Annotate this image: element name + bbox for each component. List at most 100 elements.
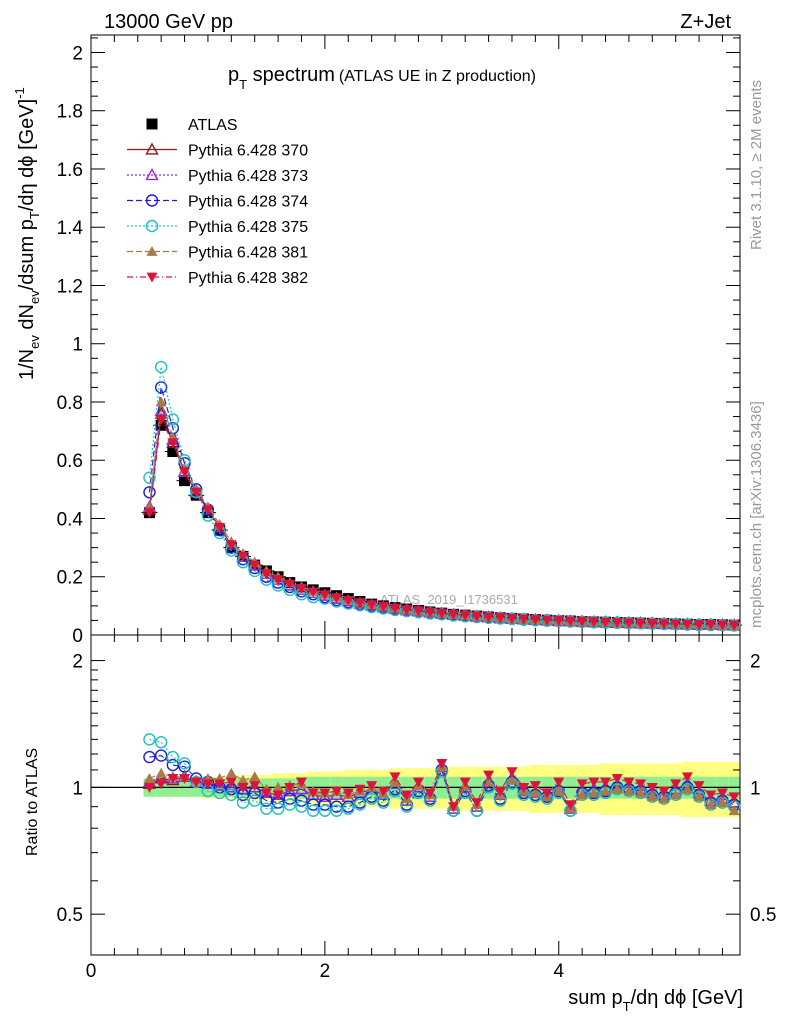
data-point bbox=[167, 446, 179, 458]
x-tick-label: 4 bbox=[553, 961, 564, 982]
ratio-point bbox=[588, 787, 600, 798]
legend-entry-p374: Pythia 6.428 374 bbox=[127, 194, 308, 211]
legend-entry-p381: Pythia 6.428 381 bbox=[127, 245, 308, 262]
legend-label: Pythia 6.428 382 bbox=[188, 270, 308, 287]
legend-label: Pythia 6.428 373 bbox=[188, 168, 308, 185]
data-point bbox=[471, 611, 483, 622]
legend-entry-p373: Pythia 6.428 373 bbox=[127, 168, 308, 185]
y-tick-label: 0.6 bbox=[57, 451, 83, 472]
ratio-point bbox=[670, 779, 682, 790]
data-point bbox=[295, 583, 307, 594]
data-point bbox=[342, 595, 354, 606]
ratio-axis-ticks: 0.5 0.5 1 1 2 2 0 2 4 bbox=[57, 635, 776, 982]
ratio-point bbox=[212, 778, 227, 791]
legend-label: Pythia 6.428 381 bbox=[188, 245, 308, 262]
main-panel: ATLAS_2019_I1736531 0 0.2 0.4 0.6 0.8 1 1.2 1.4… bbox=[57, 34, 743, 647]
process-label: Z+Jet bbox=[680, 11, 731, 33]
ratio-point bbox=[506, 774, 518, 785]
legend-marker bbox=[146, 246, 158, 256]
ratio-point bbox=[646, 791, 658, 802]
ratio-point bbox=[611, 783, 623, 794]
ratio-point bbox=[436, 759, 448, 769]
ratio-point bbox=[166, 758, 180, 772]
series-line-p374 bbox=[148, 387, 735, 626]
mcplots-label: mcplots.cern.ch [arXiv:1306.3436] bbox=[748, 401, 765, 628]
data-point bbox=[366, 600, 378, 611]
ratio-point bbox=[611, 774, 623, 784]
ratio-point bbox=[331, 786, 343, 797]
data-point bbox=[646, 618, 658, 629]
main-series-group bbox=[141, 360, 743, 632]
data-point bbox=[155, 415, 167, 425]
ratio-point bbox=[705, 790, 717, 801]
legend-marker bbox=[145, 142, 159, 155]
ratio-point bbox=[272, 781, 284, 792]
data-point bbox=[412, 606, 424, 617]
data-point bbox=[377, 602, 389, 612]
data-point bbox=[564, 616, 576, 627]
ratio-line-p375 bbox=[149, 738, 735, 813]
data-point bbox=[611, 618, 623, 628]
ratio-point bbox=[728, 792, 740, 803]
ratio-point bbox=[681, 783, 693, 794]
ratio-point bbox=[248, 780, 262, 793]
ratio-y-tick-label-right: 1 bbox=[750, 778, 761, 799]
y-tick-label: 1.6 bbox=[57, 160, 83, 181]
data-point bbox=[693, 620, 705, 631]
data-point bbox=[179, 467, 191, 478]
data-point bbox=[190, 487, 202, 498]
ratio-point bbox=[319, 788, 331, 799]
data-point bbox=[483, 612, 495, 623]
data-point bbox=[541, 615, 553, 626]
legend-marker bbox=[145, 168, 159, 181]
data-point bbox=[728, 620, 740, 631]
ratio-point bbox=[401, 790, 413, 801]
energy-label: 13000 GeV pp bbox=[104, 11, 233, 33]
ratio-point bbox=[167, 774, 179, 784]
ratio-point bbox=[553, 777, 565, 788]
data-point bbox=[635, 618, 647, 629]
ratio-point bbox=[236, 782, 250, 795]
ratio-point bbox=[342, 788, 354, 799]
ratio-point bbox=[295, 777, 307, 788]
ratio-point bbox=[295, 800, 308, 813]
y-tick-label: 0 bbox=[72, 626, 83, 647]
ratio-point bbox=[237, 782, 249, 793]
data-point bbox=[354, 598, 366, 609]
data-point bbox=[705, 620, 717, 631]
y-tick-label: 0.2 bbox=[57, 568, 83, 589]
ratio-point bbox=[225, 788, 238, 802]
data-point bbox=[143, 508, 155, 519]
ratio-point bbox=[588, 777, 600, 788]
ratio-point bbox=[283, 784, 297, 797]
ratio-point bbox=[728, 805, 740, 816]
ratio-point bbox=[494, 786, 506, 797]
legend-entry-ATLAS: ATLAS bbox=[146, 117, 238, 134]
data-point bbox=[214, 522, 226, 533]
ratio-point bbox=[389, 772, 401, 783]
ratio-point bbox=[705, 799, 717, 810]
ratio-point bbox=[635, 779, 647, 790]
ratio-point bbox=[448, 802, 460, 813]
ratio-point bbox=[483, 776, 495, 787]
data-point bbox=[553, 616, 565, 626]
ratio-point bbox=[179, 774, 191, 784]
ratio-y-axis-label: Ratio to ATLAS bbox=[24, 748, 41, 856]
data-point bbox=[670, 619, 682, 630]
data-point bbox=[154, 381, 168, 394]
ratio-point bbox=[635, 787, 647, 798]
ratio-point bbox=[529, 787, 541, 798]
ratio-point bbox=[236, 796, 250, 809]
ratio-point bbox=[154, 749, 168, 762]
x-tick-label: 2 bbox=[320, 961, 331, 982]
data-point bbox=[681, 619, 693, 630]
y-tick-label: 1.2 bbox=[57, 276, 83, 297]
legend-entry-p375: Pythia 6.428 375 bbox=[127, 219, 308, 236]
data-point bbox=[716, 620, 728, 631]
legend-label: Pythia 6.428 374 bbox=[188, 194, 308, 211]
ratio-point bbox=[248, 794, 261, 807]
ratio-point bbox=[214, 779, 226, 790]
legend-marker bbox=[146, 118, 158, 130]
data-point bbox=[284, 579, 296, 590]
legend-marker bbox=[146, 272, 158, 283]
